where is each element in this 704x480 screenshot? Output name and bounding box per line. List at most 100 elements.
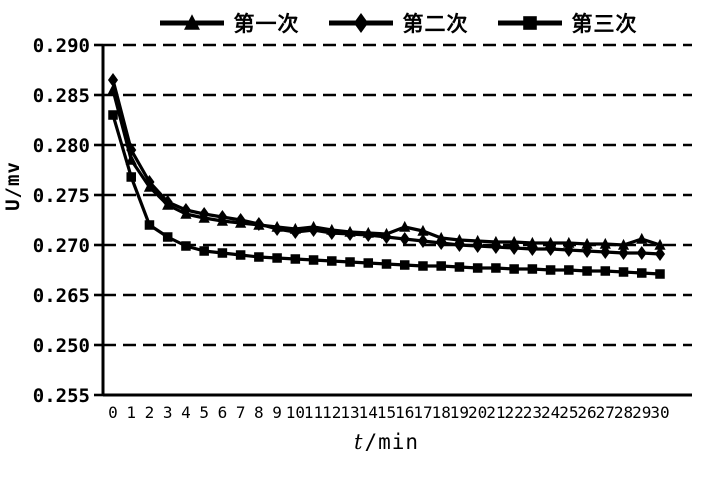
- data-point-marker: [326, 226, 337, 240]
- x-tick-label: 17: [413, 403, 432, 422]
- data-point-marker: [272, 222, 283, 236]
- x-tick-label: 14: [359, 403, 378, 422]
- data-point-marker: [582, 266, 592, 276]
- x-axis-label: t/min: [113, 430, 660, 458]
- data-point-marker: [472, 239, 483, 253]
- data-point-marker: [509, 264, 519, 274]
- data-point-marker: [345, 257, 355, 267]
- data-point-marker: [108, 110, 118, 120]
- data-point-marker: [636, 232, 648, 244]
- legend-label: 第二次: [402, 10, 469, 36]
- y-tick-label: 0.255: [33, 385, 90, 407]
- legend-triangle-marker-icon: [159, 14, 224, 30]
- x-tick-label: 20: [468, 403, 487, 422]
- data-point-marker: [217, 248, 228, 258]
- x-tick-label: 22: [505, 403, 524, 422]
- data-point-marker: [436, 261, 446, 271]
- x-tick-label: 18: [432, 403, 451, 422]
- x-tick-label: 21: [486, 403, 505, 422]
- data-point-marker: [363, 228, 374, 242]
- data-point-marker: [381, 259, 392, 269]
- data-point-marker: [417, 234, 429, 248]
- y-tick-label: 0.270: [33, 235, 90, 257]
- data-point-marker: [563, 236, 575, 248]
- data-point-marker: [600, 245, 611, 259]
- series-2-diamond: [107, 73, 666, 261]
- legend-item-series-1: 第一次: [158, 10, 300, 36]
- data-point-marker: [491, 263, 501, 273]
- data-point-marker: [564, 265, 574, 275]
- legend-square-marker-icon: [497, 16, 562, 30]
- data-point-marker: [126, 172, 136, 182]
- data-point-marker: [363, 258, 374, 268]
- data-point-marker: [436, 236, 447, 250]
- x-axis-variable: t: [353, 430, 364, 454]
- data-point-marker: [472, 263, 483, 273]
- y-tick-label: 0.265: [33, 285, 90, 307]
- data-point-marker: [563, 243, 574, 257]
- y-axis-label: U/mv: [2, 161, 24, 211]
- data-point-marker: [126, 143, 137, 157]
- data-point-marker: [217, 210, 228, 224]
- data-point-marker: [399, 232, 410, 246]
- x-tick-label: 24: [541, 403, 560, 422]
- x-tick-label: 10: [286, 403, 305, 422]
- data-point-marker: [181, 241, 191, 251]
- y-tick-label: 0.275: [33, 185, 90, 207]
- data-point-marker: [490, 240, 501, 254]
- x-axis-unit: /min: [364, 430, 420, 454]
- legend-diamond-marker-icon: [328, 13, 393, 33]
- data-point-marker: [381, 230, 392, 244]
- x-tick-label: 15: [377, 403, 396, 422]
- y-tick-label: 0.280: [33, 135, 90, 157]
- x-tick-label: 3: [163, 403, 173, 422]
- y-tick-label: 0.285: [33, 85, 90, 107]
- data-point-marker: [527, 242, 538, 256]
- data-point-marker: [308, 255, 319, 265]
- data-point-marker: [144, 220, 155, 230]
- data-point-marker: [654, 247, 666, 261]
- x-tick-label: 5: [199, 403, 209, 422]
- data-point-marker: [199, 246, 209, 256]
- data-point-marker: [399, 260, 410, 270]
- y-tick-label: 0.250: [33, 335, 90, 357]
- data-point-marker: [581, 237, 593, 249]
- x-tick-label: 26: [577, 403, 596, 422]
- data-point-marker: [107, 73, 119, 87]
- data-point-marker: [162, 232, 173, 242]
- data-point-marker: [199, 207, 210, 221]
- data-point-marker: [618, 246, 629, 260]
- series-3-square: [108, 110, 665, 279]
- x-tick-label: 23: [523, 403, 542, 422]
- data-point-marker: [454, 262, 465, 272]
- x-tick-label: 8: [254, 403, 264, 422]
- x-tick-label: 0: [108, 403, 118, 422]
- x-tick-label: 7: [236, 403, 246, 422]
- data-point-marker: [599, 237, 611, 249]
- data-point-marker: [582, 244, 593, 258]
- legend-label: 第三次: [571, 10, 638, 36]
- data-point-marker: [272, 253, 282, 263]
- data-point-marker: [399, 220, 411, 232]
- x-tick-label: 6: [218, 403, 228, 422]
- data-point-marker: [654, 238, 666, 250]
- legend-item-series-2: 第二次: [327, 10, 469, 36]
- x-tick-label: 29: [632, 403, 651, 422]
- data-point-marker: [162, 195, 173, 209]
- x-tick-label: 13: [340, 403, 359, 422]
- data-point-marker: [545, 265, 556, 275]
- x-tick-label: 16: [395, 403, 414, 422]
- data-point-marker: [600, 266, 611, 276]
- data-point-marker: [545, 242, 556, 256]
- data-point-marker: [253, 217, 264, 231]
- series-1-triangle: [107, 83, 666, 250]
- x-tick-label: 27: [596, 403, 615, 422]
- data-point-marker: [655, 269, 665, 279]
- data-point-marker: [290, 254, 301, 264]
- x-tick-label: 12: [322, 403, 341, 422]
- x-tick-label: 9: [272, 403, 282, 422]
- data-point-marker: [454, 238, 465, 252]
- y-tick-label: 0.290: [33, 35, 90, 57]
